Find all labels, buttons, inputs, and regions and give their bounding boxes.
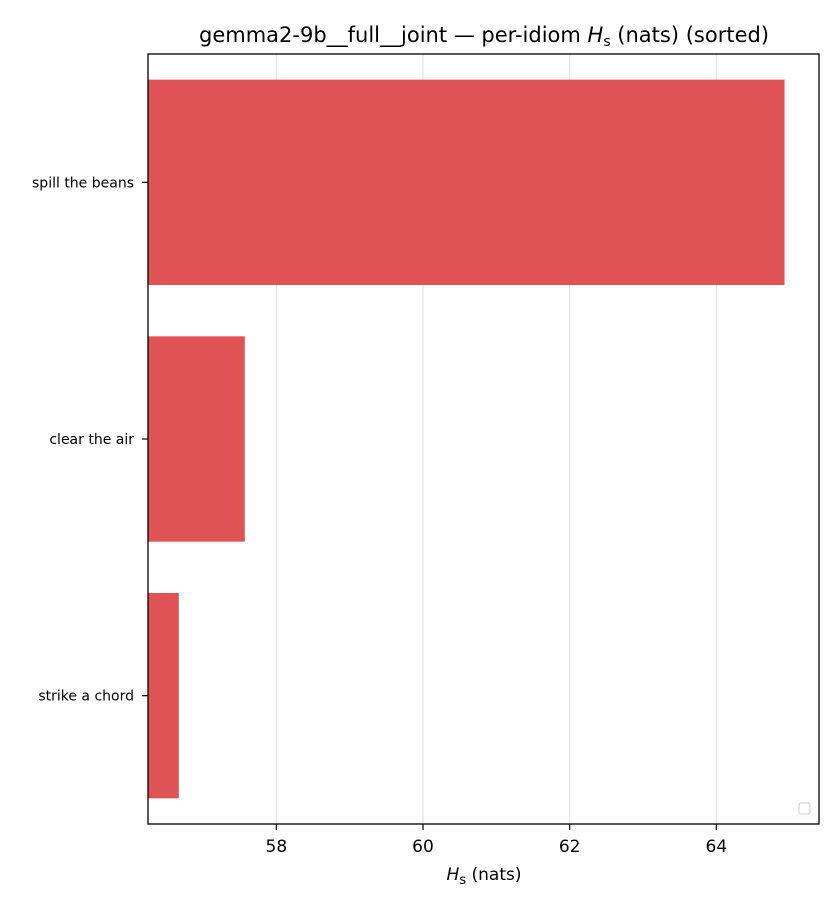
y-tick-label: spill the beans bbox=[32, 175, 134, 191]
bar-1 bbox=[148, 336, 245, 542]
bars bbox=[148, 79, 785, 799]
x-tick-label: 64 bbox=[706, 837, 728, 857]
y-tick-label: strike a chord bbox=[38, 689, 134, 705]
y-tick-label: clear the air bbox=[49, 432, 134, 448]
chart-title: gemma2-9b__full__joint — per-idiom Hs (n… bbox=[199, 23, 769, 50]
x-tick-label: 62 bbox=[559, 837, 581, 857]
x-tick-label: 60 bbox=[412, 837, 434, 857]
x-tick-label: 58 bbox=[266, 837, 288, 857]
x-axis-ticks: 58 60 62 64 bbox=[266, 824, 728, 857]
bar-2 bbox=[148, 593, 179, 799]
legend-box bbox=[798, 802, 811, 815]
x-axis-label: Hs (nats) bbox=[447, 865, 522, 888]
y-axis-ticks: spill the beans clear the air strike a cho… bbox=[32, 175, 148, 705]
bar-0 bbox=[148, 79, 785, 286]
